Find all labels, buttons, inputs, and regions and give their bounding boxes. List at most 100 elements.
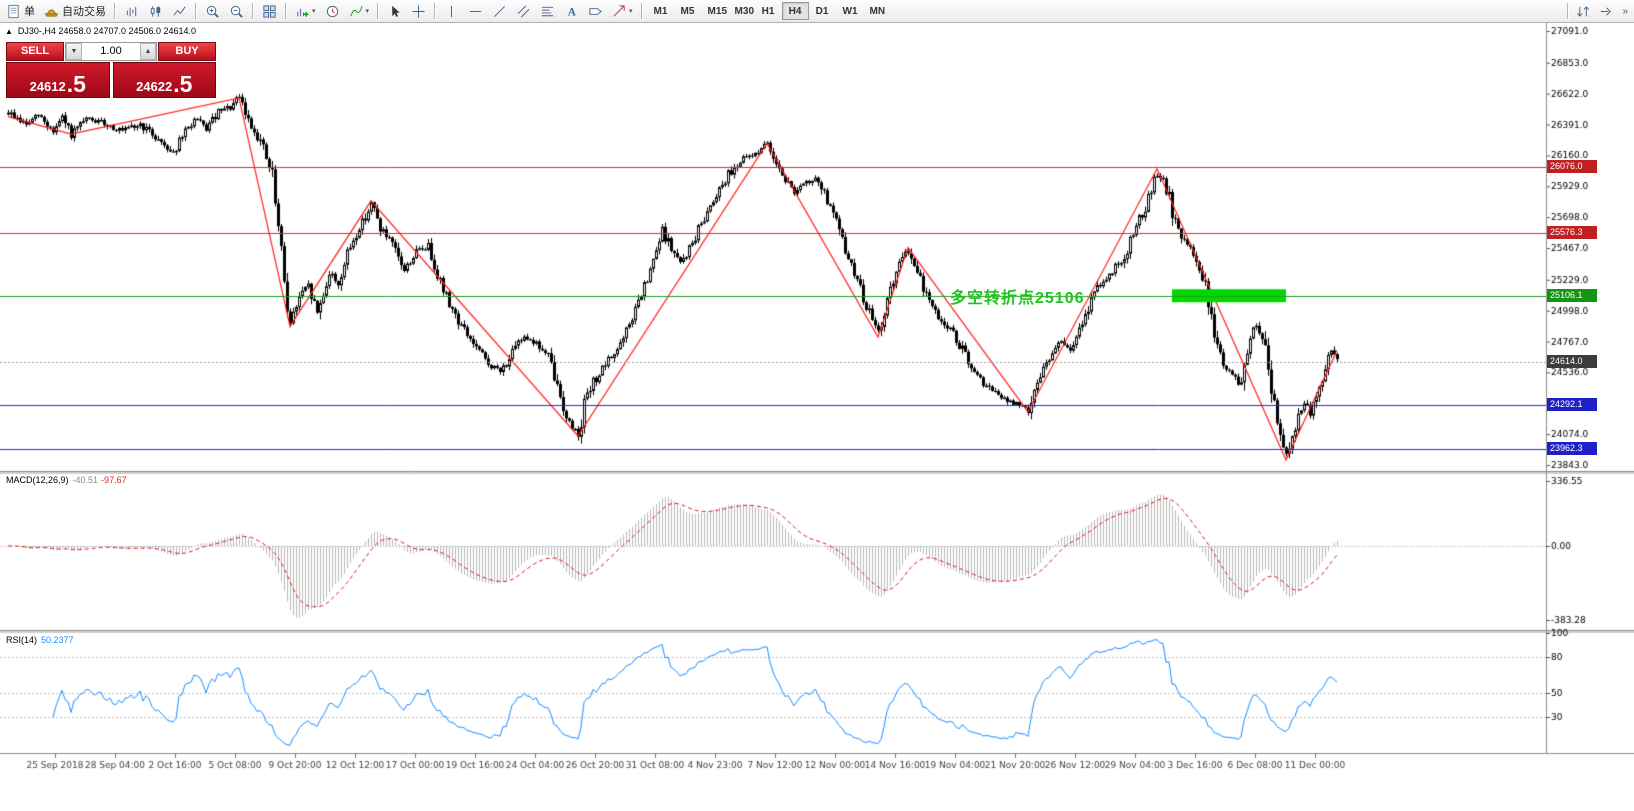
cursor-icon — [387, 4, 402, 19]
chart-canvas[interactable] — [0, 23, 1634, 811]
timeframe-button-MN[interactable]: MN — [863, 2, 890, 20]
text-tool-icon: A — [564, 4, 579, 19]
timeframe-button-H4[interactable]: H4 — [781, 2, 809, 20]
volume-value[interactable]: 1.00 — [100, 45, 122, 57]
autotrading-label: 自动交易 — [62, 6, 106, 18]
buy-price-box[interactable]: 24622 .5 — [112, 62, 216, 98]
dropdown-caret-icon: ▾ — [629, 8, 633, 15]
toolbar-separator — [195, 3, 197, 19]
toolbar-separator — [285, 3, 287, 19]
channel-button[interactable] — [512, 1, 535, 21]
overflow-icon: » — [1622, 5, 1628, 17]
vertical-line-icon — [444, 4, 459, 19]
zoom-out-icon — [229, 4, 244, 19]
toolbar-right-group: » — [1564, 1, 1632, 21]
volume-up-icon[interactable]: ▲ — [140, 43, 156, 60]
sell-price-main: 24612 — [29, 79, 66, 94]
rsi-value: 50.2377 — [41, 635, 74, 645]
buy-price-fraction: .5 — [173, 71, 193, 97]
level-price-tag[interactable]: 24292.1 — [1547, 397, 1597, 411]
level-price-tag[interactable]: 26076.0 — [1547, 159, 1597, 173]
arrow-tool-button[interactable]: ▾ — [608, 1, 637, 21]
volume-down-icon[interactable]: ▼ — [66, 43, 82, 60]
timeframe-button-H1[interactable]: H1 — [755, 2, 782, 20]
toolbar-separator — [434, 3, 437, 19]
crosshair-button[interactable] — [407, 1, 430, 21]
new-order-button[interactable]: 单 — [2, 1, 39, 21]
tile-windows-button[interactable] — [258, 1, 281, 21]
toolbar-separator — [377, 3, 380, 19]
toolbar-separator — [640, 3, 643, 19]
toolbar-separator — [114, 3, 116, 19]
one-click-toggle-icon[interactable]: ▲ — [5, 26, 13, 36]
rsi-name: RSI(14) — [6, 635, 38, 645]
autotrading-button[interactable]: 自动交易 — [40, 1, 110, 21]
macd-signal-value: -97.67 — [101, 475, 127, 485]
toolbar-overflow-button[interactable]: » — [1618, 1, 1632, 21]
buy-button[interactable]: BUY — [158, 42, 216, 61]
macd-label: MACD(12,26,9) -40.51 -97.67 — [6, 475, 127, 485]
chart-area[interactable]: ▲ DJ30-,H4 24658.0 24707.0 24506.0 24614… — [0, 23, 1634, 811]
new-order-icon — [6, 4, 21, 19]
line-chart-button[interactable] — [168, 1, 191, 21]
new-chart-button[interactable]: ▾ — [291, 1, 320, 21]
timeframe-button-D1[interactable]: D1 — [809, 2, 836, 20]
sell-button[interactable]: SELL — [6, 42, 64, 61]
line-chart-icon — [172, 4, 187, 19]
dropdown-caret-icon: ▾ — [365, 8, 370, 15]
chart-scroll-button[interactable] — [1572, 1, 1595, 21]
text-tool-button[interactable]: A — [560, 1, 583, 21]
candlestick-chart-icon — [148, 4, 163, 19]
macd-main-value: -40.51 — [72, 475, 99, 485]
level-price-tag[interactable]: 25576.3 — [1547, 226, 1597, 240]
timeframe-button-W1[interactable]: W1 — [836, 2, 863, 20]
fibonacci-icon — [540, 4, 555, 19]
fibonacci-button[interactable] — [536, 1, 559, 21]
label-tool-icon — [588, 4, 603, 19]
crosshair-icon — [411, 4, 426, 19]
zoom-out-button[interactable] — [225, 1, 248, 21]
sell-price-box[interactable]: 24612 .5 — [6, 62, 110, 98]
timeframe-button-M30[interactable]: M30 — [728, 2, 755, 20]
indicators-icon — [349, 4, 364, 19]
timeframe-button-M5[interactable]: M5 — [674, 2, 701, 20]
macd-name: MACD(12,26,9) — [6, 475, 69, 485]
clock-button[interactable] — [321, 1, 344, 21]
timeframe-group: M1 M5 M15 M30 H1 H4 D1 W1 MN — [647, 2, 890, 20]
symbol-ohlc-text: DJ30-,H4 24658.0 24707.0 24506.0 24614.0 — [17, 26, 197, 36]
current-price-tag: 24614.0 — [1547, 354, 1597, 368]
zoom-in-button[interactable] — [201, 1, 224, 21]
toolbar: 单 自动交易 ▾ ▾ A ▾ M1 M5 M15 M30 H1 H4 D1 W1 MN — [0, 0, 1634, 23]
toolbar-separator — [1567, 3, 1570, 19]
dropdown-caret-icon: ▾ — [312, 8, 316, 15]
expert-hat-icon — [44, 4, 59, 19]
timeframe-button-M15[interactable]: M15 — [701, 2, 728, 20]
volume-stepper: ▼ 1.00 ▲ — [65, 42, 157, 61]
new-chart-icon — [295, 4, 310, 19]
cursor-button[interactable] — [383, 1, 406, 21]
trendline-icon — [492, 4, 507, 19]
level-price-tag[interactable]: 25106.1 — [1547, 289, 1597, 303]
chart-shift-icon — [1599, 4, 1614, 19]
toolbar-separator — [252, 3, 254, 19]
rsi-label: RSI(14) 50.2377 — [6, 635, 74, 645]
channel-icon — [516, 4, 531, 19]
label-tool-button[interactable] — [584, 1, 607, 21]
horizontal-line-button[interactable] — [464, 1, 487, 21]
chart-annotation: 多空转折点25106 — [950, 290, 1085, 307]
chart-shift-button[interactable] — [1595, 1, 1618, 21]
new-order-label: 单 — [24, 6, 35, 18]
chart-scroll-icon — [1576, 4, 1591, 19]
trendline-button[interactable] — [488, 1, 511, 21]
vertical-line-button[interactable] — [440, 1, 463, 21]
sell-price-fraction: .5 — [66, 71, 86, 97]
level-price-tag[interactable]: 23962.3 — [1547, 442, 1597, 456]
candlestick-chart-button[interactable] — [144, 1, 167, 21]
timeframe-button-M1[interactable]: M1 — [647, 2, 674, 20]
bars-chart-icon — [124, 4, 139, 19]
symbol-info: ▲ DJ30-,H4 24658.0 24707.0 24506.0 24614… — [5, 26, 196, 36]
bars-chart-button[interactable] — [120, 1, 143, 21]
indicators-button[interactable]: ▾ — [345, 1, 374, 21]
buy-price-main: 24622 — [136, 79, 173, 94]
